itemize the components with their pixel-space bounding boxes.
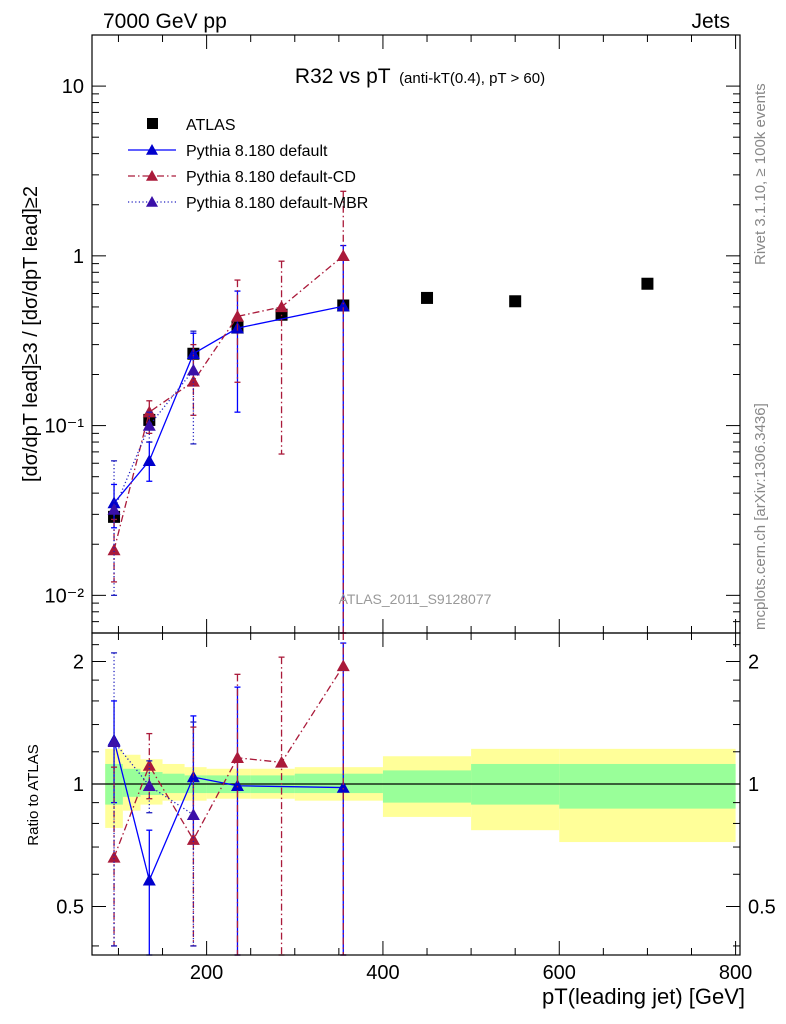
y-tick-label: 10 (62, 76, 84, 98)
x-tick-label: 600 (543, 962, 576, 984)
y-axis-label: [dσ/dpT lead]≥3 / [dσ/dpT lead]≥2 (20, 186, 42, 482)
ratio-tick-label-right: 2 (748, 652, 759, 674)
ratio-series-marker (230, 751, 244, 763)
series-marker (336, 249, 350, 262)
series-marker (107, 543, 121, 556)
series-marker (275, 300, 289, 313)
series-marker (107, 496, 121, 509)
ratio-tick-label-left: 1 (73, 774, 84, 796)
series-main-2 (107, 330, 200, 596)
atlas-data-point (641, 277, 654, 290)
series-marker (186, 374, 200, 387)
ratio-y-axis-label: Ratio to ATLAS (25, 744, 42, 845)
ratio-plot-content (92, 632, 740, 956)
ratio-frame (91, 632, 741, 956)
ratio-series-marker (142, 779, 156, 791)
series-line (113, 255, 344, 551)
ratio-axes: 200 400 600 800 0.5 0.5 1 1 2 2 (56, 633, 776, 984)
main-panel: 10⁻² 10⁻¹ 1 10 R32 vs pT (anti-kT(0.4), pT … (20, 34, 741, 634)
series-marker (142, 419, 156, 431)
ratio-tick-label-right: 0.5 (748, 896, 776, 918)
legend-series-marker (146, 196, 158, 207)
series-ratio-2 (107, 652, 200, 947)
ratio-tick-label-left: 0.5 (56, 896, 84, 918)
chart-title-sub: (anti-kT(0.4), pT > 60) (399, 70, 545, 87)
series-marker (107, 503, 121, 515)
ratio-band-inner (122, 768, 141, 797)
atlas-data-point (421, 291, 434, 304)
ratio-series-marker (107, 850, 121, 863)
series-marker (336, 299, 350, 312)
rivet-label: Rivet 3.1.10, ≥ 100k events (752, 83, 769, 265)
ratio-tick-label-left: 2 (73, 652, 84, 674)
analysis-label: ATLAS_2011_S9128077 (339, 591, 492, 607)
series-marker (230, 309, 244, 322)
x-tick-label: 800 (719, 962, 752, 984)
ratio-series-marker (186, 808, 200, 821)
ratio-band-inner (162, 773, 185, 794)
ratio-band-inner (294, 773, 383, 794)
legend-series-label: Pythia 8.180 default-MBR (186, 195, 368, 212)
ratio-band-inner (559, 763, 736, 809)
ratio-series-marker (336, 781, 350, 793)
x-tick-label: 400 (366, 962, 399, 984)
x-axis-label: pT(leading jet) [GeV] (542, 984, 745, 1009)
series-marker (186, 363, 200, 376)
y-tick-label: 1 (73, 246, 84, 268)
legend-series-marker (146, 144, 158, 155)
mcplots-label: mcplots.cern.ch [arXiv:1306.3436] (752, 403, 769, 630)
legend-series-label: Pythia 8.180 default-CD (186, 169, 356, 186)
ratio-tick-label-right: 1 (748, 774, 759, 796)
ratio-series-marker (142, 873, 156, 886)
ratio-series-marker (336, 659, 350, 672)
legend-series-label: Pythia 8.180 default (186, 143, 328, 160)
series-line (113, 305, 344, 504)
chart-title: R32 vs pT (anti-kT(0.4), pT > 60) (295, 65, 545, 88)
legend-atlas-marker (147, 118, 158, 129)
y-tick-label: 10⁻² (45, 585, 85, 607)
atlas-data-point (509, 295, 522, 308)
ratio-series-marker (186, 833, 200, 845)
series-main-1 (107, 190, 350, 634)
y-tick-label: 10⁻¹ (45, 416, 85, 438)
header-process: Jets (691, 10, 730, 33)
header-energy: 7000 GeV pp (103, 10, 227, 33)
ratio-series-marker (275, 755, 289, 768)
series-marker (142, 454, 156, 467)
main-axes: 10⁻² 10⁻¹ 1 10 (45, 34, 740, 634)
ratio-series-line (113, 741, 194, 816)
legend-series-marker (146, 170, 158, 181)
main-plot-content (107, 190, 654, 634)
ratio-band-inner (382, 770, 472, 803)
chart-title-main: R32 vs pT (295, 65, 391, 88)
legend-atlas-label: ATLAS (186, 117, 236, 134)
ratio-series-marker (230, 779, 244, 791)
ratio-series-marker (107, 735, 121, 747)
x-tick-label: 200 (190, 962, 223, 984)
legend: ATLAS Pythia 8.180 default Pythia 8.180 de… (128, 117, 368, 212)
ratio-panel: 200 400 600 800 0.5 0.5 1 1 2 2 Ratio to ATLAS pT… (25, 632, 776, 1009)
